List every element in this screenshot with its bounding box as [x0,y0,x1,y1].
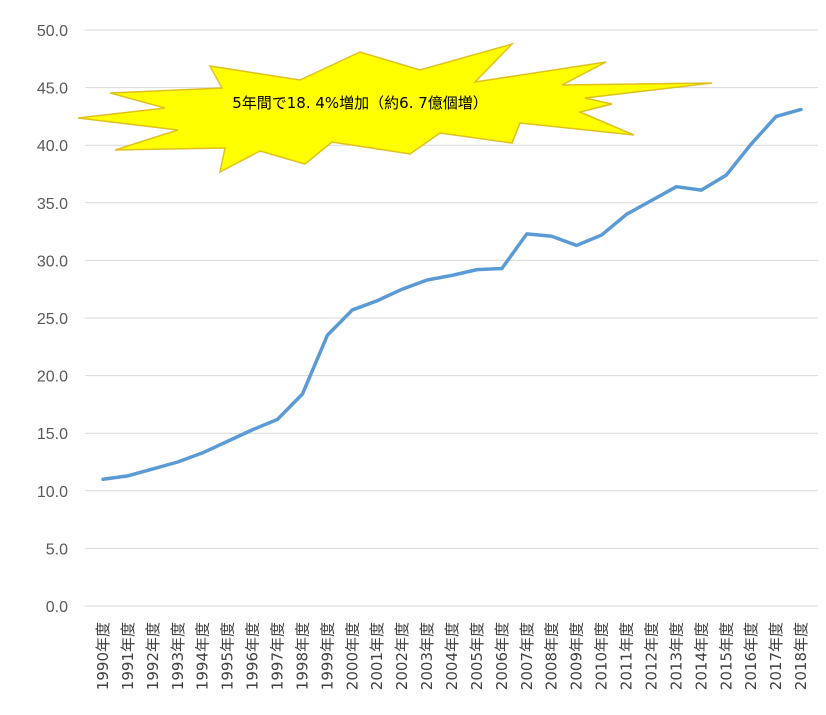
x-tick-label: 2017年度 [767,622,785,690]
x-tick-label: 1992年度 [144,622,162,690]
y-tick-label: 5.0 [46,541,68,558]
x-tick-label: 2003年度 [418,622,436,690]
x-tick-label: 2002年度 [393,622,411,690]
x-tick-label: 2007年度 [518,622,536,690]
y-axis-tick-labels: 0.0 5.0 10.0 15.0 20.0 25.0 30.0 35.0 40.0 45.0 50… [37,23,68,616]
y-tick-label: 35.0 [37,196,68,213]
x-axis-tick-labels: 1990年度 1991年度 1992年度 1993年度 1994年度 1995年度 1996… [94,622,810,690]
x-tick-label: 2004年度 [443,622,461,690]
x-tick-label: 2013年度 [667,622,685,690]
y-tick-label: 50.0 [37,23,68,40]
x-tick-label: 1994年度 [194,622,212,690]
y-tick-label: 30.0 [37,253,68,270]
y-tick-label: 15.0 [37,426,68,443]
x-tick-label: 2015年度 [717,622,735,690]
series-layer [101,107,803,482]
y-tick-label: 20.0 [37,369,68,386]
gridlines [85,29,818,607]
x-tick-label: 1990年度 [94,622,112,690]
x-tick-label: 1997年度 [269,622,287,690]
x-tick-label: 2006年度 [493,622,511,690]
y-tick-label: 45.0 [37,81,68,98]
x-tick-label: 1995年度 [219,622,237,690]
x-tick-label: 1999年度 [318,622,336,690]
y-tick-label: 10.0 [37,484,68,501]
x-tick-label: 2016年度 [742,622,760,690]
x-tick-label: 1996年度 [244,622,262,690]
y-tick-label: 25.0 [37,311,68,328]
x-tick-label: 1991年度 [119,622,137,690]
x-tick-label: 1998年度 [293,622,311,690]
explosion-burst-shape [77,42,713,174]
x-tick-label: 1993年度 [169,622,187,690]
y-tick-label: 40.0 [37,138,68,155]
annotation-burst: 5年間で18. 4%増加（約6. 7億個増） [77,42,713,174]
annotation-text: 5年間で18. 4%増加（約6. 7億個増） [232,94,488,112]
series-line [101,107,803,482]
x-tick-label: 2009年度 [568,622,586,690]
x-tick-label: 2014年度 [692,622,710,690]
x-tick-label: 2012年度 [642,622,660,690]
x-tick-label: 2010年度 [593,622,611,690]
x-tick-label: 2000年度 [343,622,361,690]
y-tick-label: 0.0 [46,599,68,616]
x-tick-label: 2011年度 [618,622,636,690]
x-tick-label: 2018年度 [792,622,810,690]
x-tick-label: 2008年度 [543,622,561,690]
x-tick-label: 2001年度 [368,622,386,690]
x-tick-label: 2005年度 [468,622,486,690]
